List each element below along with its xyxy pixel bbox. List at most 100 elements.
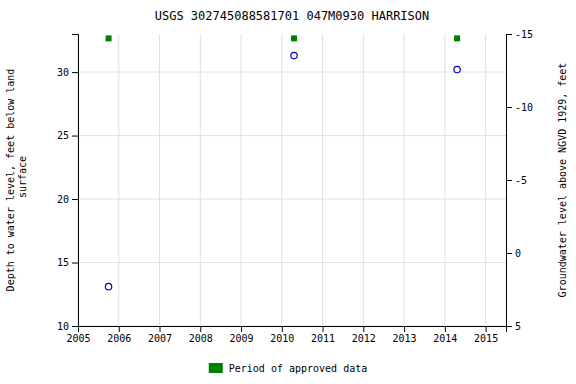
tick-label: 2013 (393, 333, 417, 344)
tick-mark (486, 326, 487, 332)
grid-line (363, 34, 364, 326)
y2-axis: 5 0 -5 -10 -15 (506, 29, 533, 332)
square-marker (291, 35, 297, 41)
grid-line (78, 72, 506, 73)
tick-label: 15 (57, 257, 69, 268)
tick-label: 2014 (433, 333, 457, 344)
grid-line (78, 262, 506, 263)
tick-label: 5 (515, 321, 521, 332)
grid-line (78, 199, 506, 200)
tick-label: 20 (57, 194, 69, 205)
tick-label: 2012 (352, 333, 376, 344)
tick: 2007 (148, 326, 172, 344)
tick-mark (160, 326, 161, 332)
tick-label: 10 (57, 321, 69, 332)
tick-mark (282, 326, 283, 332)
tick-mark (404, 326, 405, 332)
tick-mark (506, 180, 512, 181)
tick-mark (323, 326, 324, 332)
legend: Period of approved data (209, 363, 367, 374)
point (454, 66, 460, 72)
legend-swatch (209, 363, 223, 373)
marks (105, 35, 460, 289)
tick-mark (72, 326, 78, 327)
x-axis: 2005 2006 2007 2008 2009 2010 2011 2012 2013 2014… (66, 326, 506, 344)
y-axis-label: Depth to water level, feet below land su… (5, 69, 28, 292)
grid-line (404, 34, 405, 326)
grid-line (200, 34, 201, 326)
legend-label: Period of approved data (229, 363, 367, 374)
grid-line (241, 34, 242, 326)
tick-label: 0 (515, 248, 521, 259)
square-marker (106, 35, 112, 41)
tick-label: 25 (57, 130, 69, 141)
chart: 2005200620072008200920102011201220132014… (0, 0, 576, 384)
tick-mark (119, 326, 120, 332)
tick-mark (72, 199, 78, 200)
tick-label: -15 (515, 29, 533, 40)
tick-mark (200, 326, 201, 332)
point (105, 283, 111, 289)
tick: -5 (506, 175, 527, 186)
tick: 2010 (270, 326, 294, 344)
tick-label: 2009 (230, 333, 254, 344)
tick-mark (506, 326, 512, 327)
tick: 0 (506, 248, 521, 259)
tick: 2011 (311, 326, 335, 344)
tick: 2015 (474, 326, 498, 344)
tick: 10 (57, 321, 78, 332)
tick-mark (506, 34, 512, 35)
tick-mark (72, 136, 78, 137)
tick-label: -10 (515, 102, 533, 113)
series (106, 35, 461, 41)
tick-label: 2011 (311, 333, 335, 344)
square-marker (454, 35, 460, 41)
y2-axis-label: Groundwater level above NGVD 1929, feet (557, 63, 568, 298)
tick-mark (445, 326, 446, 332)
tick-label: 2015 (474, 333, 498, 344)
tick-mark (241, 326, 242, 332)
point (291, 52, 297, 58)
tick-label: 30 (57, 67, 69, 78)
tick: 15 (57, 257, 78, 268)
tick: 30 (57, 67, 78, 78)
tick: -15 (506, 29, 533, 40)
tick-mark (506, 253, 512, 254)
grid-line (322, 34, 323, 326)
tick: 5 (506, 321, 521, 332)
grid-line (78, 135, 506, 136)
tick: 2005 (66, 326, 90, 344)
tick-mark (72, 72, 78, 73)
tick-mark (506, 107, 512, 108)
tick-label: 2010 (270, 333, 294, 344)
tick: 2014 (433, 326, 457, 344)
tick-label: 2007 (148, 333, 172, 344)
y-axis: 10 15 20 25 30 (57, 35, 79, 332)
grid-line (159, 34, 160, 326)
tick: 2013 (393, 326, 417, 344)
title: USGS 302745088581701 047M0930 HARRISON (155, 9, 430, 23)
axis-line (507, 35, 513, 327)
tick: 25 (57, 130, 78, 141)
tick: 2008 (189, 326, 213, 344)
tick-mark (72, 263, 78, 264)
tick-label: -5 (515, 175, 527, 186)
grid (78, 34, 506, 326)
grid-line (281, 34, 282, 326)
legend-item: Period of approved data (209, 363, 367, 374)
tick-label: 2005 (66, 333, 90, 344)
tick: 2012 (352, 326, 376, 344)
tick-label: 2006 (107, 333, 131, 344)
tick-mark (363, 326, 364, 332)
axis-line (79, 327, 507, 333)
grid-line (118, 34, 119, 326)
tick: 2006 (107, 326, 131, 344)
tick: 20 (57, 194, 78, 205)
axis-line (72, 35, 79, 327)
tick-label: 2008 (189, 333, 213, 344)
grid-line (444, 34, 445, 326)
tick: 2009 (230, 326, 254, 344)
series (105, 52, 460, 289)
tick: -10 (506, 102, 533, 113)
grid-line (485, 34, 486, 326)
